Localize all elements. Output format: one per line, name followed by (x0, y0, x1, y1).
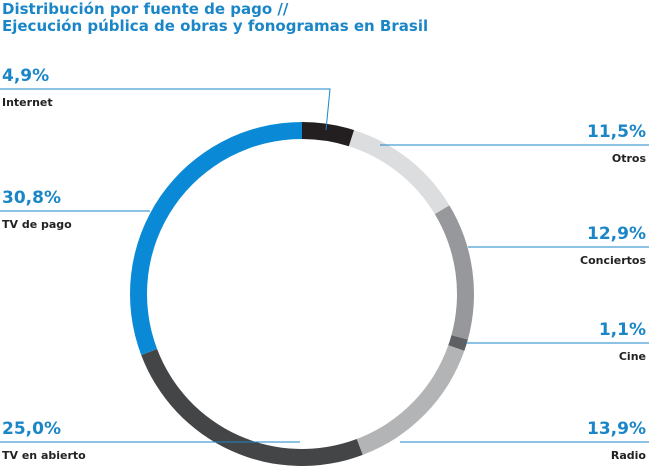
chart-title: Ejecución pública de obras y fonogramas … (2, 17, 428, 35)
value-label: 25,0% (2, 419, 61, 439)
category-label: Cine (619, 350, 646, 363)
category-label: Internet (2, 96, 53, 109)
value-label: 30,8% (2, 188, 61, 208)
category-label: TV en abierto (2, 449, 86, 462)
leader-line (0, 88, 331, 131)
category-label: Conciertos (580, 254, 646, 267)
value-label: 1,1% (599, 320, 646, 340)
value-label: 11,5% (587, 122, 646, 142)
category-label: Radio (611, 449, 647, 462)
value-label: 13,9% (587, 419, 646, 439)
donut-segment (129, 122, 302, 355)
donut-segment (434, 205, 474, 340)
category-label: TV de pago (2, 218, 72, 231)
category-label: Otros (612, 152, 647, 165)
chart-title: Distribución por fuente de pago // (2, 0, 289, 18)
donut-segment (448, 335, 468, 351)
donut-segment (356, 345, 465, 455)
value-label: 4,9% (2, 66, 49, 86)
donut-segment (141, 348, 363, 466)
value-label: 12,9% (587, 224, 646, 244)
donut-segment (302, 122, 355, 147)
donut-segment (348, 130, 450, 215)
